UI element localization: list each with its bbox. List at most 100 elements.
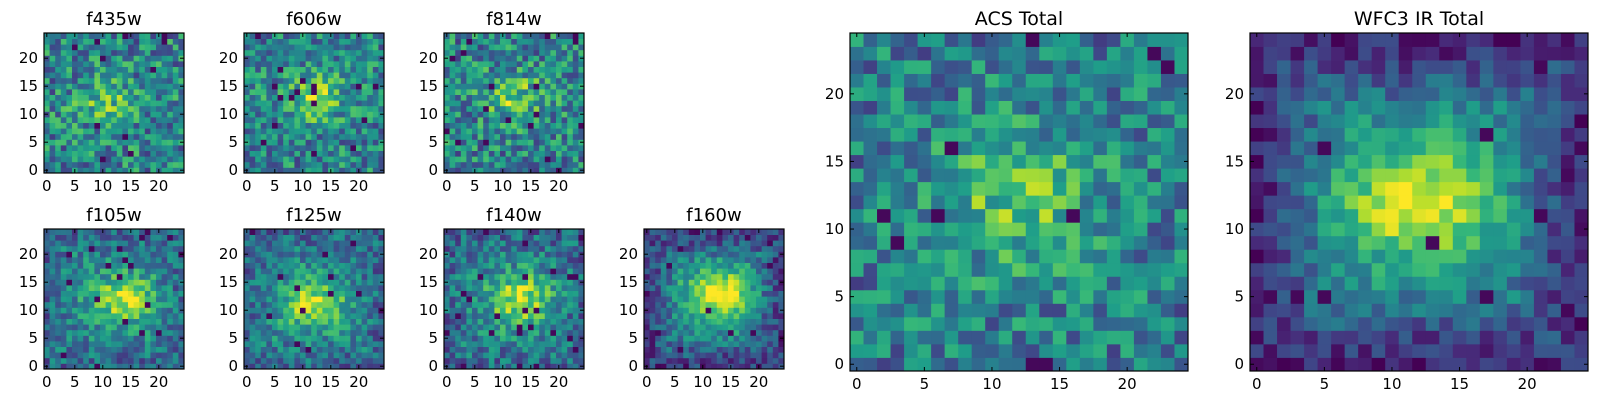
heatmap-cell [761,296,768,303]
heatmap-cell [539,363,546,370]
heatmap-cell [77,341,84,347]
heatmap-cell [528,66,534,73]
heatmap-cell [550,262,557,269]
heatmap-cell [356,61,362,67]
heatmap-cell [733,324,740,331]
heatmap-cell [60,273,67,280]
heatmap-cell [344,251,351,258]
heatmap-cell [60,335,67,342]
heatmap-cell [372,279,379,286]
heatmap-cell [958,262,973,277]
heatmap-cell [511,38,518,45]
heatmap-cell [294,44,301,51]
x-tick-label: 5 [70,177,80,195]
heatmap-cell [339,156,346,163]
heatmap-cell [890,357,905,372]
heatmap-cell [483,257,490,263]
heatmap-cell [339,55,346,62]
heatmap-cell [649,240,656,247]
heatmap-cell [544,245,551,252]
heatmap-cell [472,279,478,286]
heatmap-cell [305,145,312,151]
heatmap-cell [344,100,351,107]
heatmap-cell [567,357,574,364]
heatmap-cell [750,313,757,319]
heatmap-cell [1025,357,1040,372]
heatmap-cell [761,234,768,241]
heatmap-cell [161,49,168,56]
heatmap-cell [561,139,568,146]
heatmap-cell [361,229,368,235]
heatmap-cell [516,357,523,364]
heatmap-cell [150,346,157,353]
heatmap-cell [116,290,123,297]
heatmap-cell [311,33,318,39]
heatmap-cell [316,150,323,157]
heatmap-cell [761,229,768,235]
heatmap-cell [494,318,501,325]
heatmap-cell [288,329,295,336]
heatmap-cell [917,208,932,223]
heatmap-cell [83,72,90,79]
heatmap-cell [472,307,478,314]
heatmap-cell [94,324,101,331]
heatmap-cell [167,318,174,325]
heatmap-cell [356,318,362,325]
heatmap-cell [244,128,250,135]
heatmap-cell [316,273,323,280]
heatmap-cell [372,66,379,73]
heatmap-cell [322,318,329,325]
x-tick-label: 20 [349,177,368,195]
heatmap-cell [344,111,351,118]
heatmap-cell [161,251,168,258]
heatmap-cell [756,296,762,303]
heatmap-cell [722,341,729,347]
heatmap-cell [122,268,129,275]
heatmap-cell [767,307,774,314]
heatmap-cell [288,44,295,51]
heatmap-cell [1025,222,1040,237]
heatmap-cell [449,111,456,118]
heatmap-cell [544,251,551,258]
heatmap-cell [460,346,467,353]
heatmap-cell [722,313,729,319]
heatmap-cell [283,61,290,67]
heatmap-cell [472,290,478,297]
heatmap-cell [266,49,273,56]
heatmap-cell [494,240,501,247]
heatmap-cell [672,296,678,303]
heatmap-cell [1160,316,1175,331]
heatmap-cell [55,352,62,359]
heatmap-cell [477,352,484,359]
heatmap-cell [260,313,267,319]
heatmap-cell [672,301,678,308]
heatmap-cell [94,262,101,269]
heatmap-cell [255,285,262,291]
heatmap-cell [494,38,501,45]
heatmap-cell [150,49,157,56]
heatmap-cell [533,329,540,336]
heatmap-cell [100,49,106,56]
heatmap-cell [249,279,256,286]
heatmap-cell [705,301,712,308]
heatmap-cell [578,44,585,51]
heatmap-cell [144,38,151,45]
heatmap-cell [139,133,146,140]
heatmap-cell [260,307,267,314]
heatmap-cell [272,268,278,275]
heatmap-cell [644,290,650,297]
heatmap-cell [1106,181,1121,196]
heatmap-cell [249,346,256,353]
heatmap-cell [578,128,585,135]
heatmap-cell [288,279,295,286]
heatmap-cell [539,262,546,269]
heatmap-cell [88,273,95,280]
heatmap-cell [877,208,891,223]
heatmap-cell [772,279,779,286]
heatmap-cell [60,279,67,286]
heatmap-cell [1120,249,1135,264]
heatmap-cell [644,262,650,269]
heatmap-cell [372,357,379,364]
heatmap-cell [361,61,368,67]
heatmap-cell [544,352,551,359]
